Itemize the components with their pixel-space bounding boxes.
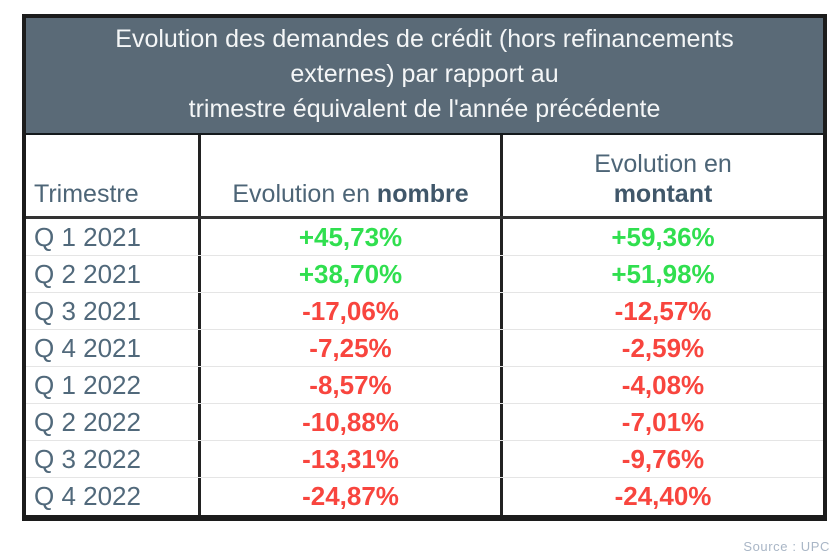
montant-cell: -4,08% (500, 367, 823, 403)
table-row: Q 2 2022 -10,88% -7,01% (26, 404, 823, 441)
table-row: Q 2 2021 +38,70% +51,98% (26, 256, 823, 293)
nombre-cell: -10,88% (198, 404, 500, 440)
credit-evolution-table: Evolution des demandes de crédit (hors r… (22, 14, 827, 521)
column-header-nombre: Evolution en nombre (198, 135, 500, 216)
nombre-cell: +38,70% (198, 256, 500, 292)
trimestre-cell: Q 4 2022 (34, 481, 141, 511)
table-row: Q 3 2021 -17,06% -12,57% (26, 293, 823, 330)
column-header-montant: Evolution en montant (500, 135, 823, 216)
source-caption: Source : UPC (743, 539, 830, 554)
trimestre-cell: Q 2 2021 (34, 258, 141, 289)
trimestre-cell: Q 3 2021 (34, 295, 141, 326)
table-title: Evolution des demandes de crédit (hors r… (26, 18, 823, 135)
trimestre-cell: Q 1 2021 (34, 221, 141, 252)
column-header-trimestre-label: Trimestre (34, 180, 139, 208)
table-title-line1: Evolution des demandes de crédit (hors r… (115, 25, 734, 53)
table-title-line2: externes) par rapport au (290, 60, 559, 88)
montant-cell: +51,98% (500, 256, 823, 292)
nombre-cell: -7,25% (198, 330, 500, 366)
nombre-cell: +45,73% (198, 219, 500, 255)
montant-cell: -9,76% (500, 441, 823, 477)
column-header-trimestre: Trimestre (26, 135, 198, 216)
column-header-montant-label: Evolution en montant (594, 150, 732, 208)
table-row: Q 4 2022 -24,87% -24,40% (26, 478, 823, 515)
nombre-cell: -8,57% (198, 367, 500, 403)
table-row: Q 1 2022 -8,57% -4,08% (26, 367, 823, 404)
nombre-cell: -24,87% (198, 478, 500, 515)
trimestre-cell: Q 1 2022 (34, 369, 141, 400)
table-body: Q 1 2021 +45,73% +59,36% Q 2 2021 +38,70… (26, 219, 823, 515)
table-row: Q 4 2021 -7,25% -2,59% (26, 330, 823, 367)
trimestre-cell: Q 2 2022 (34, 406, 141, 437)
trimestre-cell: Q 3 2022 (34, 443, 141, 474)
trimestre-cell: Q 4 2021 (34, 332, 141, 363)
table-row: Q 1 2021 +45,73% +59,36% (26, 219, 823, 256)
montant-cell: -7,01% (500, 404, 823, 440)
table-row: Q 3 2022 -13,31% -9,76% (26, 441, 823, 478)
nombre-cell: -13,31% (198, 441, 500, 477)
table-title-line3: trimestre équivalent de l'année précéden… (188, 95, 661, 123)
montant-cell: +59,36% (500, 219, 823, 255)
montant-cell: -12,57% (500, 293, 823, 329)
montant-cell: -2,59% (500, 330, 823, 366)
table-header-row: Trimestre Evolution en nombre Evolution … (26, 135, 823, 219)
column-header-nombre-label: Evolution en nombre (232, 180, 469, 208)
montant-cell: -24,40% (500, 478, 823, 515)
nombre-cell: -17,06% (198, 293, 500, 329)
